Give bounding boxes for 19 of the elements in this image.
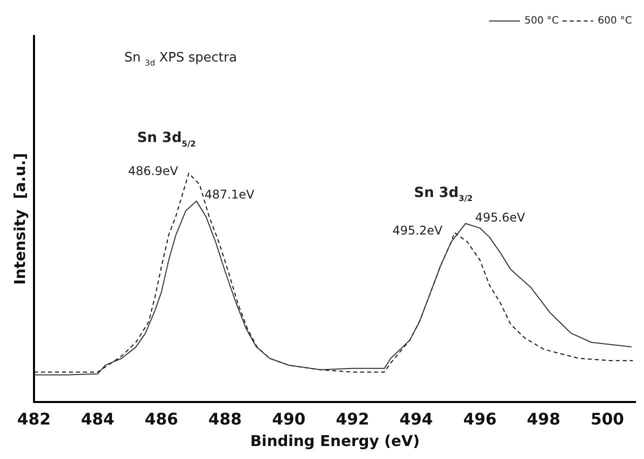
x-tick-label: 494 — [400, 410, 433, 429]
annotation: 487.1eV — [204, 188, 256, 202]
annotation: 495.6eV — [475, 210, 526, 224]
annotation: 486.9eV — [128, 164, 179, 178]
x-tick-label: 484 — [81, 410, 114, 429]
x-tick-label: 488 — [208, 410, 242, 429]
x-tick-label: 498 — [526, 410, 560, 429]
x-tick-label: 490 — [272, 410, 306, 429]
x-tick-label: 500 — [590, 410, 624, 429]
x-tick-label: 492 — [336, 410, 370, 429]
x-axis-title: Binding Energy (eV) — [250, 432, 420, 450]
text: Sn 3d XPS spectra — [124, 50, 237, 68]
annotation: 495.2eV — [392, 224, 444, 238]
x-tick-label: 486 — [144, 410, 178, 429]
y-axis-title: Intensity [a.u.] — [10, 153, 29, 285]
x-tick-label: 496 — [463, 410, 497, 429]
legend-label: 600 °C — [598, 16, 632, 27]
x-tick-label: 482 — [17, 410, 51, 429]
legend-label: 500 °C — [524, 16, 559, 27]
